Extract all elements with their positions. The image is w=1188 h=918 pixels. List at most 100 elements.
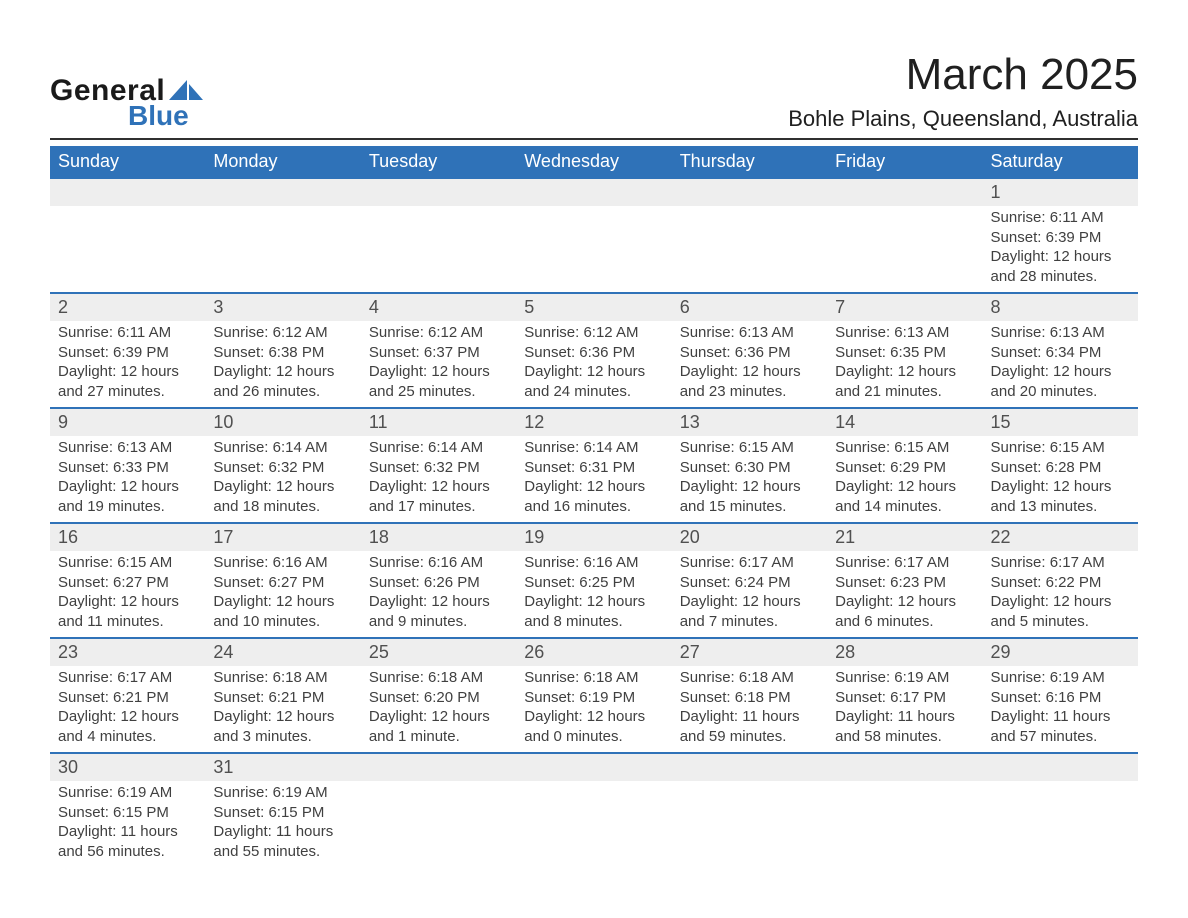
header-area: General Blue March 2025 Bohle Plains, Qu… <box>50 50 1138 140</box>
sunrise-calendar-table: Sunday Monday Tuesday Wednesday Thursday… <box>50 146 1138 867</box>
sunset-text: Sunset: 6:33 PM <box>58 458 197 478</box>
day1-text: Daylight: 12 hours <box>58 707 197 727</box>
day-cell: Sunrise: 6:17 AMSunset: 6:23 PMDaylight:… <box>827 551 982 638</box>
day2-text: and 4 minutes. <box>58 727 197 747</box>
day2-text: and 59 minutes. <box>680 727 819 747</box>
day-number: 5 <box>516 293 671 321</box>
week-2-detail-row: Sunrise: 6:13 AMSunset: 6:33 PM Daylight:… <box>50 436 1138 523</box>
day2-text: and 18 minutes. <box>213 497 352 517</box>
sunset-text: Sunset: 6:37 PM <box>369 343 508 363</box>
day-cell: Sunrise: 6:15 AMSunset: 6:28 PMDaylight:… <box>983 436 1138 523</box>
day-cell: Sunrise: 6:17 AMSunset: 6:24 PMDaylight:… <box>672 551 827 638</box>
day-cell: Sunrise: 6:19 AMSunset: 6:15 PMDaylight:… <box>205 781 360 867</box>
day2-text: and 0 minutes. <box>524 727 663 747</box>
day1-text: Daylight: 12 hours <box>680 592 819 612</box>
day-number <box>672 178 827 206</box>
day-cell: Sunrise: 6:18 AMSunset: 6:21 PMDaylight:… <box>205 666 360 753</box>
sunset-text: Sunset: 6:20 PM <box>369 688 508 708</box>
day-number: 14 <box>827 408 982 436</box>
day-number <box>516 753 671 781</box>
sunrise-text: Sunrise: 6:15 AM <box>58 553 197 573</box>
sunset-text: Sunset: 6:28 PM <box>991 458 1130 478</box>
day2-text: and 19 minutes. <box>58 497 197 517</box>
day1-text: Daylight: 12 hours <box>835 477 974 497</box>
day-number: 28 <box>827 638 982 666</box>
sunrise-text: Sunrise: 6:17 AM <box>58 668 197 688</box>
day-number <box>205 178 360 206</box>
day1-text: Daylight: 11 hours <box>58 822 197 842</box>
col-saturday: Saturday <box>983 146 1138 178</box>
day-number: 4 <box>361 293 516 321</box>
day2-text: and 10 minutes. <box>213 612 352 632</box>
day-cell: Sunrise: 6:14 AMSunset: 6:32 PMDaylight:… <box>205 436 360 523</box>
day-cell <box>827 206 982 293</box>
col-sunday: Sunday <box>50 146 205 178</box>
sunrise-text: Sunrise: 6:13 AM <box>58 438 197 458</box>
day-cell <box>827 781 982 867</box>
day-number: 11 <box>361 408 516 436</box>
day2-text: and 58 minutes. <box>835 727 974 747</box>
sunrise-text: Sunrise: 6:13 AM <box>991 323 1130 343</box>
day2-text: and 26 minutes. <box>213 382 352 402</box>
sunrise-text: Sunrise: 6:12 AM <box>369 323 508 343</box>
day-cell <box>516 206 671 293</box>
day1-text: Daylight: 12 hours <box>991 477 1130 497</box>
day-number: 26 <box>516 638 671 666</box>
day-cell <box>672 206 827 293</box>
week-5-daynum-row: 3031 <box>50 753 1138 781</box>
day2-text: and 8 minutes. <box>524 612 663 632</box>
day-cell <box>50 206 205 293</box>
day-number <box>516 178 671 206</box>
day-number <box>50 178 205 206</box>
day1-text: Daylight: 12 hours <box>524 477 663 497</box>
day2-text: and 17 minutes. <box>369 497 508 517</box>
day-number: 3 <box>205 293 360 321</box>
sunrise-text: Sunrise: 6:19 AM <box>991 668 1130 688</box>
sunset-text: Sunset: 6:36 PM <box>680 343 819 363</box>
logo-text-blue: Blue <box>128 100 203 132</box>
month-title: March 2025 <box>788 50 1138 100</box>
day1-text: Daylight: 12 hours <box>58 592 197 612</box>
week-0-detail-row: Sunrise: 6:11 AMSunset: 6:39 PMDaylight:… <box>50 206 1138 293</box>
sunset-text: Sunset: 6:19 PM <box>524 688 663 708</box>
day1-text: Daylight: 12 hours <box>369 362 508 382</box>
day-number: 20 <box>672 523 827 551</box>
day-number <box>827 753 982 781</box>
day2-text: and 15 minutes. <box>680 497 819 517</box>
sunrise-text: Sunrise: 6:19 AM <box>58 783 197 803</box>
sunrise-text: Sunrise: 6:15 AM <box>991 438 1130 458</box>
day-cell: Sunrise: 6:13 AMSunset: 6:33 PMDaylight:… <box>50 436 205 523</box>
day-cell: Sunrise: 6:17 AMSunset: 6:22 PMDaylight:… <box>983 551 1138 638</box>
sunset-text: Sunset: 6:16 PM <box>991 688 1130 708</box>
sunrise-text: Sunrise: 6:18 AM <box>213 668 352 688</box>
sunset-text: Sunset: 6:25 PM <box>524 573 663 593</box>
sunset-text: Sunset: 6:24 PM <box>680 573 819 593</box>
sunrise-text: Sunrise: 6:17 AM <box>991 553 1130 573</box>
day1-text: Daylight: 12 hours <box>991 362 1130 382</box>
day-number: 8 <box>983 293 1138 321</box>
sunrise-text: Sunrise: 6:15 AM <box>835 438 974 458</box>
sunset-text: Sunset: 6:39 PM <box>991 228 1130 248</box>
day1-text: Daylight: 11 hours <box>835 707 974 727</box>
sunrise-text: Sunrise: 6:12 AM <box>524 323 663 343</box>
week-0-daynum-row: 1 <box>50 178 1138 206</box>
day-cell: Sunrise: 6:13 AMSunset: 6:36 PMDaylight:… <box>672 321 827 408</box>
sunset-text: Sunset: 6:15 PM <box>58 803 197 823</box>
day2-text: and 56 minutes. <box>58 842 197 862</box>
week-2-daynum-row: 9101112131415 <box>50 408 1138 436</box>
sunset-text: Sunset: 6:32 PM <box>369 458 508 478</box>
day1-text: Daylight: 12 hours <box>524 707 663 727</box>
sunrise-text: Sunrise: 6:14 AM <box>213 438 352 458</box>
day-cell: Sunrise: 6:14 AMSunset: 6:32 PMDaylight:… <box>361 436 516 523</box>
sunset-text: Sunset: 6:22 PM <box>991 573 1130 593</box>
sunset-text: Sunset: 6:30 PM <box>680 458 819 478</box>
day-number: 30 <box>50 753 205 781</box>
day2-text: and 11 minutes. <box>58 612 197 632</box>
day-number: 23 <box>50 638 205 666</box>
day-cell: Sunrise: 6:19 AMSunset: 6:16 PMDaylight:… <box>983 666 1138 753</box>
day2-text: and 20 minutes. <box>991 382 1130 402</box>
day1-text: Daylight: 12 hours <box>991 592 1130 612</box>
week-5-detail-row: Sunrise: 6:19 AMSunset: 6:15 PMDaylight:… <box>50 781 1138 867</box>
day-number: 6 <box>672 293 827 321</box>
week-1-detail-row: Sunrise: 6:11 AMSunset: 6:39 PMDaylight:… <box>50 321 1138 408</box>
